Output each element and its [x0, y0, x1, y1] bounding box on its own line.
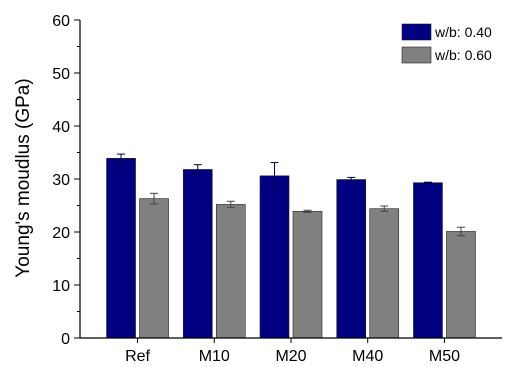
- y-tick-label: 20: [52, 225, 70, 242]
- bars-layer: [106, 158, 476, 339]
- x-tick-label: M20: [275, 348, 306, 365]
- y-tick-label: 0: [61, 331, 70, 348]
- bar-wb040-m10: [182, 169, 213, 339]
- legend: w/b: 0.40 w/b: 0.60: [401, 23, 492, 64]
- bar-wb060-m40: [369, 208, 400, 339]
- bar-wb040-ref: [106, 158, 136, 339]
- x-tick-label: M40: [352, 348, 383, 365]
- x-tick-label: Ref: [125, 348, 150, 365]
- y-tick-label: 60: [52, 13, 70, 30]
- bar-wb040-m50: [413, 182, 443, 339]
- y-tick-label: 10: [52, 278, 70, 295]
- bar-wb040-m20: [259, 175, 290, 339]
- bar-wb060-m50: [446, 231, 476, 339]
- error-bars-layer: [117, 153, 465, 237]
- bar-wb060-m10: [215, 204, 246, 339]
- bar-wb060-m20: [292, 211, 323, 339]
- legend-label: w/b: 0.40: [434, 24, 492, 40]
- y-axis-title: Young's moudlus (GPa): [13, 78, 34, 277]
- bar-wb040-m40: [336, 179, 367, 339]
- x-tick-label: M50: [429, 348, 460, 365]
- y-tick-label: 30: [52, 172, 70, 189]
- legend-label: w/b: 0.60: [434, 47, 492, 63]
- legend-swatch: [401, 46, 432, 64]
- legend-swatch: [401, 23, 432, 41]
- x-tick-label: M10: [199, 348, 230, 365]
- bar-wb060-ref: [139, 198, 169, 339]
- y-tick-label: 40: [52, 119, 70, 136]
- y-tick-label: 50: [52, 66, 70, 83]
- axes-layer: 0 10 20 30 40 50 60 Ref M10 M20 M40 M50: [52, 13, 502, 365]
